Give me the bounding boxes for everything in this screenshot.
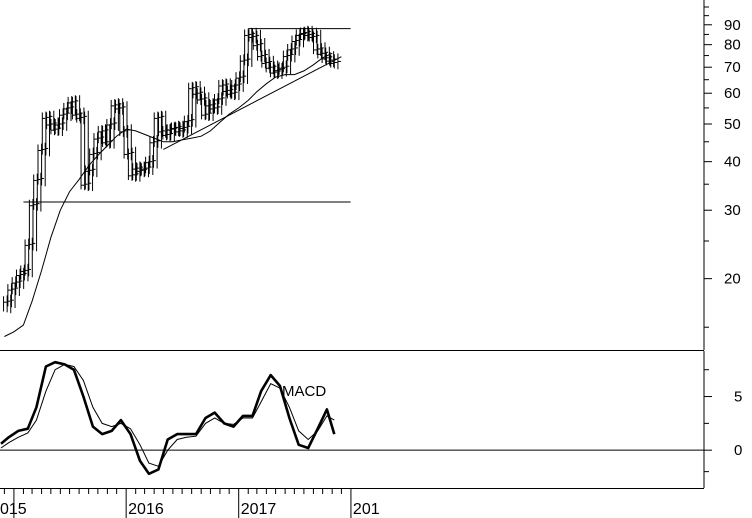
macd-signal-line (0, 363, 335, 467)
x-tick-label: 2016 (128, 501, 164, 518)
macd-y-tick-label: 0 (734, 442, 742, 459)
price-y-tick-label: 80 (724, 37, 741, 54)
price-y-tick-label: 50 (724, 116, 741, 133)
x-axis: 015 2016 2017 201 (0, 488, 704, 518)
price-y-ticks: 90 80 70 60 50 40 30 20 (704, 6, 741, 328)
macd-label: MACD (282, 383, 326, 400)
price-y-tick-label: 40 (724, 154, 741, 171)
macd-y-ticks: 50 (704, 369, 742, 473)
price-y-tick-label: 60 (724, 85, 741, 102)
macd-panel: 50 MACD (0, 351, 742, 488)
price-y-tick-label: 70 (724, 59, 741, 76)
price-y-tick-label: 30 (724, 202, 741, 219)
x-tick-label: 015 (0, 501, 27, 518)
x-tick-label: 2017 (241, 501, 277, 518)
price-panel: 90 80 70 60 50 40 30 20 (3, 0, 741, 350)
price-trendline (163, 56, 342, 150)
x-tick-label: 201 (353, 501, 380, 518)
price-y-tick-label: 20 (724, 271, 741, 288)
price-moving-average-line (4, 52, 333, 337)
macd-y-tick-label: 5 (734, 389, 742, 406)
price-y-tick-label: 90 (724, 17, 741, 34)
x-ticks: 015 2016 2017 201 (0, 488, 380, 518)
price-bars (3, 25, 341, 314)
macd-line (0, 360, 336, 476)
